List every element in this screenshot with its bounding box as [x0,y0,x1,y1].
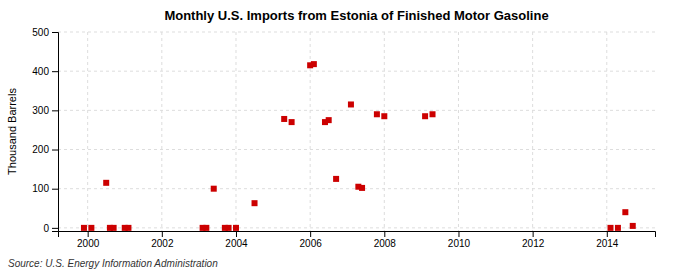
tick-mark [533,231,534,237]
point [252,200,258,206]
points [81,61,636,231]
grid-line [532,32,533,231]
tick-mark [384,231,385,237]
tick: 2010 [448,231,471,249]
point [211,186,217,192]
y-axis-title: Thousand Barrels [6,88,18,175]
point [422,113,428,119]
grid-line [384,32,385,231]
tick-mark [52,189,58,190]
tick-mark [52,150,58,151]
tick-mark [52,32,58,33]
grid-line [87,32,88,231]
grid-line [235,32,236,231]
grid-line [606,32,607,231]
tick-label: 2012 [522,238,545,249]
tick: 400 [32,66,58,77]
point [289,119,295,125]
tick: 2000 [77,231,100,249]
grid [58,32,655,231]
axis-line [59,232,656,238]
point [430,111,436,117]
tick-mark [607,231,608,237]
tick-label: 2008 [374,238,397,249]
grid-line [458,32,459,231]
tick-label: 0 [43,223,49,234]
point [381,113,387,119]
grid-line [310,32,311,231]
point [125,225,131,231]
point [326,117,332,123]
point [630,223,636,229]
grid-line [58,110,655,111]
point [226,225,232,231]
tick-label: 2006 [300,238,323,249]
tick-label: 2000 [77,238,100,249]
tick-label: 400 [32,66,49,77]
point [333,176,339,182]
tick: 500 [32,27,58,38]
grid-line [58,227,655,228]
point [374,111,380,117]
tick-mark [52,110,58,111]
annotation: Source: U.S. Energy Information Administ… [8,258,218,269]
grid-line [58,149,655,150]
point [103,180,109,186]
tick: 300 [32,105,58,116]
point [608,225,614,231]
tick: 0 [43,223,58,234]
tick-label: 2002 [151,238,174,249]
point [615,225,621,231]
grid-line [58,71,655,72]
tick-label: 300 [32,105,49,116]
point [311,61,317,67]
tick-mark [52,228,58,229]
tick-label: 200 [32,144,49,155]
title: Monthly U.S. Imports from Estonia of Fin… [164,8,548,23]
point [88,225,94,231]
tick-mark [162,231,163,237]
tick: 2014 [596,231,619,249]
tick-mark [458,231,459,237]
tick-label: 500 [32,27,49,38]
x-axis: 2000 2002 2004 2006 2008 2010 2012 2014 [59,231,656,249]
tick-mark [88,231,89,237]
tick-label: 2004 [225,238,248,249]
tick-mark [52,71,58,72]
tick: 2012 [522,231,545,249]
tick-mark [310,231,311,237]
point [359,185,365,191]
tick: 200 [32,144,58,155]
tick: 100 [32,183,58,194]
chart: 2000 2002 2004 2006 2008 2010 2012 2014 0 100 200 3… [0,0,675,275]
point [111,225,117,231]
grid-line [161,32,162,231]
grid-line [58,32,655,33]
tick-label: 2010 [448,238,471,249]
point [622,209,628,215]
tick: 2004 [225,231,248,249]
point [233,225,239,231]
tick: 2006 [300,231,323,249]
tick-mark [236,231,237,237]
point [348,101,354,107]
axis-line [52,33,59,232]
point [281,116,287,122]
tick-label: 100 [32,183,49,194]
y-axis: 0 100 200 300 400 500 [32,27,58,234]
point [81,225,87,231]
tick: 2002 [151,231,174,249]
point [203,225,209,231]
tick-label: 2014 [596,238,619,249]
tick: 2008 [374,231,397,249]
